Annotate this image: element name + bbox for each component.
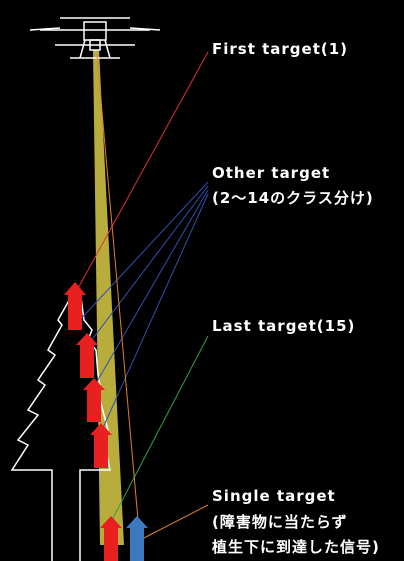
- label: First target(1): [212, 40, 348, 58]
- single-arrow: [126, 516, 148, 561]
- drone: [29, 17, 161, 59]
- label: Last target(15): [212, 317, 355, 335]
- label: (2～14のクラス分け): [212, 189, 374, 207]
- label: Other target: [212, 164, 330, 182]
- label: Single target: [212, 487, 336, 505]
- label: 植生下に到達した信号): [212, 538, 380, 556]
- return-arrows: [64, 282, 122, 561]
- label: (障害物に当たらず: [212, 513, 348, 531]
- leader-lines: [75, 51, 209, 541]
